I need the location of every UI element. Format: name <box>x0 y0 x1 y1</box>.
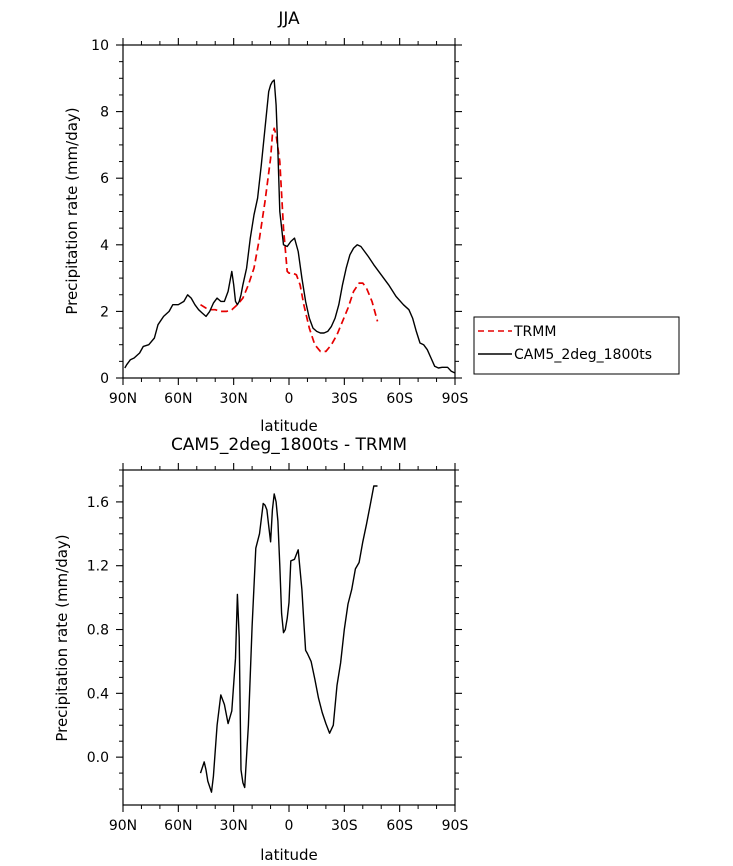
x-tick-label: 60N <box>164 818 192 834</box>
panel-jja: JJA 90N 60N 30N 0 30S 60S 90S 0 2 4 6 8 10 latitude… <box>63 9 468 435</box>
y-tick-labels: 0 2 4 6 8 10 <box>91 38 109 387</box>
legend-box <box>473 316 680 375</box>
x-tick-labels: 90N 60N 30N 0 30S 60S 90S <box>109 391 469 407</box>
x-tick-label: 30S <box>331 818 358 834</box>
y-tick-label: 0.8 <box>87 623 109 639</box>
chart-title: CAM5_2deg_1800ts - TRMM <box>171 435 407 455</box>
x-axis-label: latitude <box>260 417 318 435</box>
panel-difference: CAM5_2deg_1800ts - TRMM 90N 60N 30N 0 30S 60S… <box>53 435 468 864</box>
legend-label-cam5: CAM5_2deg_1800ts <box>514 347 652 363</box>
x-tick-label: 90S <box>442 818 469 834</box>
legend-label-trmm: TRMM <box>513 324 556 340</box>
x-tick-label: 30N <box>220 391 248 407</box>
x-tick-label: 60S <box>386 391 413 407</box>
y-tick-label: 0 <box>100 371 109 387</box>
x-tick-label: 30N <box>220 818 248 834</box>
x-tick-label: 60N <box>164 391 192 407</box>
y-tick-label: 4 <box>100 238 109 254</box>
series-line-cam5-2deg-1800ts-trmm <box>199 485 378 793</box>
x-tick-label: 90S <box>442 391 469 407</box>
series-line-cam5-2deg-1800ts <box>124 79 456 374</box>
y-axis-label: Precipitation rate (mm/day) <box>53 534 71 741</box>
plot-frame <box>122 469 456 806</box>
y-axis-label: Precipitation rate (mm/day) <box>63 107 81 314</box>
y-tick-labels: 0.0 0.4 0.8 1.2 1.6 <box>87 495 109 766</box>
y-tick-label: 8 <box>100 105 109 121</box>
x-axis-label: latitude <box>260 846 318 864</box>
y-tick-label: 1.2 <box>87 559 109 575</box>
series-lines <box>124 79 456 374</box>
ticks <box>116 463 462 812</box>
x-tick-label: 90N <box>109 391 137 407</box>
y-tick-label: 6 <box>100 171 109 187</box>
x-tick-label: 30S <box>331 391 358 407</box>
legend: TRMM CAM5_2deg_1800ts <box>473 316 680 375</box>
series-line-trmm <box>200 127 379 353</box>
series-lines <box>199 485 378 793</box>
x-tick-label: 0 <box>285 391 294 407</box>
x-tick-label: 60S <box>386 818 413 834</box>
ticks <box>116 38 462 385</box>
plot-frame <box>122 44 456 379</box>
x-tick-labels: 90N 60N 30N 0 30S 60S 90S <box>109 818 469 834</box>
y-tick-label: 10 <box>91 38 109 54</box>
chart-title: JJA <box>277 9 300 29</box>
y-tick-label: 2 <box>100 304 109 320</box>
x-tick-label: 90N <box>109 818 137 834</box>
y-tick-label: 0.4 <box>87 686 109 702</box>
y-tick-label: 0.0 <box>87 750 109 766</box>
x-tick-label: 0 <box>285 818 294 834</box>
y-tick-label: 1.6 <box>87 495 109 511</box>
